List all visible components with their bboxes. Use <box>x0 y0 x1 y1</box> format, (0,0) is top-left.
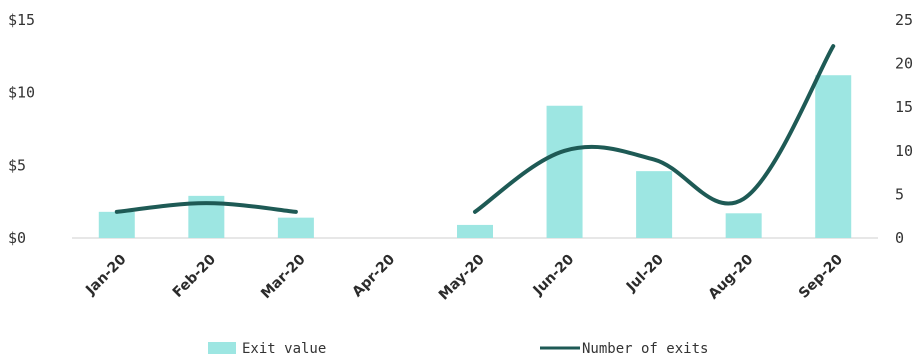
x-axis-tick-label: Feb-20 <box>170 251 220 301</box>
exit-value-bar <box>725 213 762 238</box>
number-of-exits-line-segment <box>473 44 836 214</box>
left-axis-tick-label: $5 <box>8 156 26 174</box>
x-axis-tick-label: May-20 <box>436 251 488 303</box>
legend-label-number-of-exits: Number of exits <box>582 341 708 357</box>
exit-value-bar <box>457 224 493 238</box>
right-axis: 0 5 10 15 20 25 <box>895 11 913 247</box>
left-axis-tick-label: $0 <box>8 229 26 247</box>
left-axis-tick-label: $10 <box>8 84 35 102</box>
right-axis-tick-label: 0 <box>895 229 904 247</box>
x-axis-tick-label: Jun-20 <box>530 251 578 299</box>
legend: Exit value Number of exits <box>208 341 708 357</box>
right-axis-tick-label: 5 <box>895 185 904 203</box>
x-axis-tick-label: Apr-20 <box>349 251 398 300</box>
exit-value-bar <box>98 211 135 238</box>
x-axis-tick-label: Sep-20 <box>796 251 846 301</box>
exit-value-bar <box>815 75 852 238</box>
legend-label-exit-value: Exit value <box>242 341 326 357</box>
legend-swatch-exit-value <box>208 342 236 354</box>
right-axis-tick-label: 10 <box>895 142 913 160</box>
number-of-exits-line-segment <box>114 201 298 214</box>
exit-value-bar <box>277 217 314 238</box>
right-axis-tick-label: 15 <box>895 98 913 116</box>
right-axis-tick-label: 25 <box>895 11 913 29</box>
exit-value-bar <box>636 171 673 238</box>
x-axis-tick-label: Mar-20 <box>258 251 309 302</box>
right-axis-tick-label: 20 <box>895 55 913 73</box>
x-axis-tick-label: Aug-20 <box>705 251 756 302</box>
x-axis-tick-label: Jan-20 <box>82 251 129 298</box>
left-axis: $0 $5 $10 $15 <box>8 11 35 247</box>
exit-value-bar <box>546 105 583 238</box>
x-axis-ticks: Jan-20 Feb-20 Mar-20 Apr-20 May-20 Jun-20 Jul-… <box>82 251 846 303</box>
x-axis-tick-label: Jul-20 <box>623 251 667 295</box>
left-axis-tick-label: $15 <box>8 11 35 29</box>
number-of-exits-line <box>114 44 836 214</box>
